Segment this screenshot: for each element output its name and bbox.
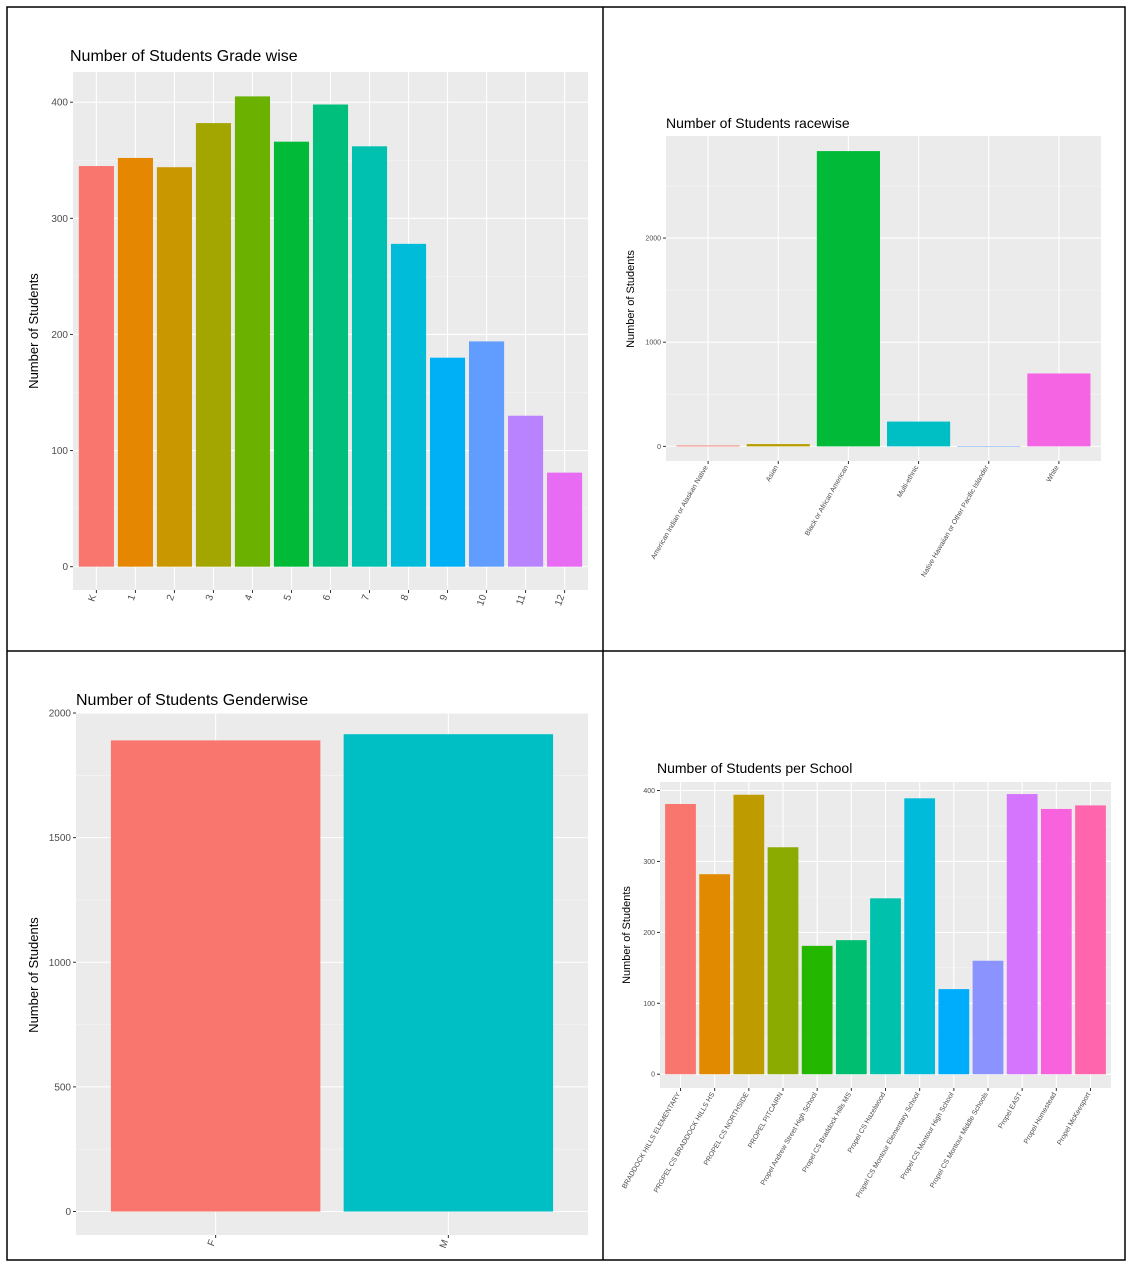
gender-chart-title: Number of Students Genderwise (76, 692, 308, 709)
school-x-tick-label: Propel CS Montour Elementary School (855, 1091, 921, 1199)
gender-chart: Number of Students Genderwise Number of … (26, 692, 588, 1250)
gender-chart-y-title: Number of Students (26, 917, 41, 1033)
school-x-tick-label: Propel Homestead (1023, 1091, 1058, 1145)
grade-x-tick-label: 8 (399, 593, 411, 602)
gender-y-tick-label: 2000 (49, 709, 72, 720)
school-bar (767, 847, 799, 1075)
grade-bar (312, 104, 349, 567)
grade-chart-title: Number of Students Grade wise (70, 48, 298, 65)
gender-bar (110, 740, 321, 1212)
grade-y-tick-label: 200 (51, 330, 68, 341)
grade-bar (547, 472, 583, 567)
race-chart-title: Number of Students racewise (666, 115, 850, 131)
school-x-tick-label: PROPEL PITCAIRN (747, 1092, 784, 1150)
school-bar (801, 945, 833, 1075)
race-bar (887, 421, 951, 447)
race-x-tick-label: Asian (765, 464, 780, 483)
gender-x-tick-label: M (438, 1238, 451, 1250)
grade-x-tick-label: 7 (360, 593, 372, 602)
race-y-tick-label: 0 (657, 444, 661, 451)
grade-x-tick-label: K (87, 593, 100, 603)
school-bar (870, 898, 901, 1075)
grade-x-tick-label: 2 (165, 593, 177, 602)
grade-y-tick-label: 0 (62, 562, 68, 573)
race-x-tick-label: Black or African American (804, 464, 850, 537)
grade-x-tick-label: 4 (243, 593, 255, 602)
gender-y-tick-label: 1500 (49, 833, 72, 844)
school-x-tick-label: Propel CS Hazelwood (847, 1091, 887, 1154)
grade-bar (234, 96, 271, 567)
grade-bar (469, 341, 505, 567)
race-x-tick-label: White (1046, 464, 1061, 483)
race-bar (957, 446, 1021, 447)
grade-y-tick-label: 400 (51, 98, 68, 109)
school-y-tick-label: 400 (643, 788, 655, 795)
grade-bar (273, 141, 310, 567)
school-x-tick-label: Propel McKeesport (1056, 1091, 1092, 1146)
race-x-tick-label: Native Hawaiian or Other Pacific Islande… (921, 464, 991, 579)
gender-bar (343, 734, 554, 1212)
school-bar (733, 794, 765, 1075)
school-x-tick-label: PROPEL CS BRADDOCK HILLS HS (653, 1091, 716, 1194)
school-bar (938, 989, 970, 1075)
school-chart-title: Number of Students per School (657, 760, 852, 776)
school-bar (904, 798, 936, 1075)
grade-y-tick-label: 100 (51, 446, 68, 457)
school-bar (699, 874, 731, 1075)
school-bar (972, 960, 1004, 1075)
race-bar (676, 445, 740, 447)
race-x-tick-label: American Indian or Alaskan Native (650, 464, 710, 560)
grade-bar (195, 123, 232, 567)
race-bar (816, 151, 880, 447)
grade-bar (429, 357, 466, 567)
grade-bar (156, 167, 192, 567)
race-y-tick-label: 1000 (645, 340, 661, 347)
grade-y-tick-label: 300 (51, 214, 68, 225)
school-bar (1075, 805, 1106, 1075)
race-x-tick-label: Multi-ethnic (896, 464, 920, 499)
school-y-tick-label: 0 (651, 1072, 655, 1079)
grade-bar (351, 146, 388, 567)
school-bar (1006, 794, 1038, 1075)
gender-y-tick-label: 1000 (49, 958, 72, 969)
grade-bar (508, 415, 544, 567)
grade-chart-y-title: Number of Students (26, 273, 41, 389)
gender-y-tick-label: 0 (65, 1207, 71, 1218)
grade-x-tick-label: 11 (515, 593, 529, 607)
school-y-tick-label: 100 (643, 1001, 655, 1008)
school-x-tick-label: Propel CS Montour Middle Schools (929, 1091, 990, 1189)
school-x-tick-label: Propel Andrew Street High School (760, 1091, 819, 1187)
gender-x-tick-label: F (206, 1238, 218, 1248)
school-chart-y-title: Number of Students (621, 886, 633, 984)
school-y-tick-label: 200 (643, 930, 655, 937)
school-x-tick-label: Propel EAST (998, 1091, 1025, 1130)
grade-bar (390, 243, 427, 567)
grade-x-tick-label: 1 (126, 593, 138, 602)
gender-y-tick-label: 500 (54, 1082, 71, 1093)
school-bar (1040, 808, 1072, 1075)
grade-x-tick-label: 9 (438, 593, 450, 602)
grade-x-tick-label: 12 (553, 593, 567, 608)
grade-x-tick-label: 10 (475, 593, 489, 608)
grade-x-tick-label: 6 (321, 593, 333, 602)
grade-bar (78, 166, 114, 567)
race-bar (746, 444, 810, 447)
grade-bar (117, 157, 153, 567)
grade-x-tick-label: 3 (204, 593, 216, 602)
grade-x-tick-label: 5 (282, 593, 294, 602)
school-bar (835, 940, 867, 1075)
race-chart: Number of Students racewise Number of St… (625, 115, 1101, 579)
school-bar (665, 803, 696, 1075)
race-chart-y-title: Number of Students (625, 250, 637, 348)
school-y-tick-label: 300 (643, 859, 655, 866)
outer-frame (6, 6, 1126, 1261)
race-y-tick-label: 2000 (645, 236, 661, 243)
grade-chart: Number of Students Grade wise Number of … (26, 48, 588, 607)
school-x-tick-label: BRADDOCK HILLS ELEMENTARY (621, 1091, 682, 1190)
school-chart: Number of Students per School Number of … (621, 760, 1111, 1199)
race-bar (1027, 373, 1091, 447)
